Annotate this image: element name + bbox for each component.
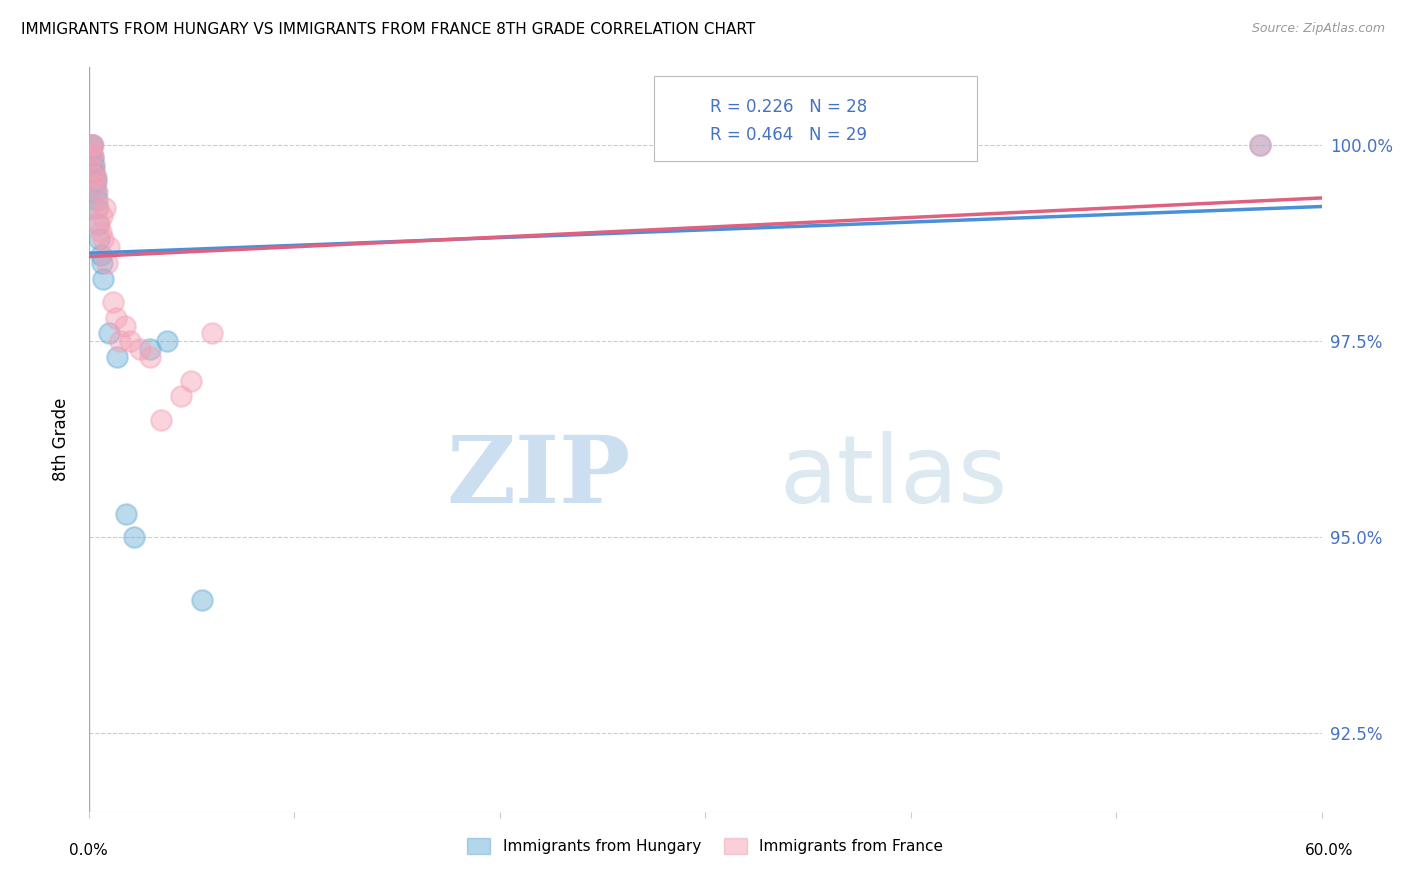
Point [96,256,118,270]
Point [84,178,107,192]
Point [94,201,117,215]
Point [103,295,125,310]
Legend: Immigrants from Hungary, Immigrants from France: Immigrants from Hungary, Immigrants from… [461,831,949,860]
Point [110,334,132,349]
Point [83,169,105,184]
Text: atlas: atlas [779,431,1007,523]
Text: 60.0%: 60.0% [1305,843,1353,858]
Point [86,193,108,207]
Point [90,225,112,239]
Point [1249,138,1271,153]
Point [105,350,128,364]
Point [84,178,107,192]
Point [82,138,104,153]
Point [83,161,105,176]
Point [87,201,110,215]
Point [122,530,145,544]
Point [82,150,104,164]
Y-axis label: 8th Grade: 8th Grade [52,398,70,481]
Point [80,146,103,161]
Point [139,342,162,356]
Text: IMMIGRANTS FROM HUNGARY VS IMMIGRANTS FROM FRANCE 8TH GRADE CORRELATION CHART: IMMIGRANTS FROM HUNGARY VS IMMIGRANTS FR… [21,22,755,37]
Point [114,507,136,521]
Point [83,166,105,180]
Point [93,271,115,285]
Point [84,169,107,184]
Point [1249,138,1271,153]
Point [83,169,105,184]
Text: Source: ZipAtlas.com: Source: ZipAtlas.com [1251,22,1385,36]
Point [82,150,104,164]
Point [118,334,141,349]
Text: 0.0%: 0.0% [69,843,108,858]
Point [180,374,202,388]
Point [83,158,105,172]
Point [87,217,110,231]
Point [170,389,193,403]
Point [86,186,108,200]
Text: R = 0.226   N = 28: R = 0.226 N = 28 [710,98,868,116]
Point [190,593,212,607]
Point [91,256,114,270]
Point [84,186,107,200]
Point [93,232,115,246]
Point [129,342,152,356]
Point [86,173,108,187]
Point [86,201,108,215]
Text: R = 0.464   N = 29: R = 0.464 N = 29 [710,126,868,144]
Point [82,161,104,176]
Text: ZIP: ZIP [447,432,631,522]
Point [80,153,103,168]
Point [156,334,179,349]
Point [114,318,136,333]
Point [105,310,128,325]
Point [79,138,101,153]
Point [80,138,103,153]
Point [89,217,111,231]
Point [201,326,224,341]
Point [89,232,111,246]
Point [149,413,172,427]
Point [82,138,104,153]
Point [91,209,114,223]
Point [79,169,101,184]
Point [90,248,112,262]
Point [98,240,121,254]
Point [139,350,162,364]
Point [80,146,103,161]
Point [98,326,121,341]
